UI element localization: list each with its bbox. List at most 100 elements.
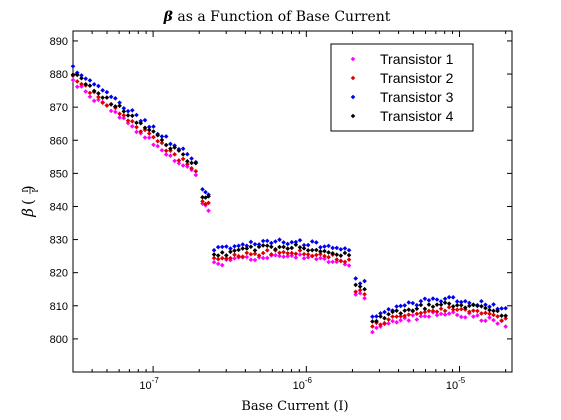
data-point bbox=[281, 249, 286, 255]
data-point bbox=[168, 141, 173, 147]
data-point bbox=[155, 138, 161, 144]
data-point bbox=[357, 287, 363, 293]
data-point bbox=[297, 244, 303, 250]
data-point bbox=[438, 311, 444, 317]
data-point bbox=[386, 311, 391, 317]
data-point bbox=[117, 103, 122, 109]
data-point bbox=[129, 119, 135, 124]
data-point bbox=[96, 83, 101, 89]
data-point bbox=[91, 98, 97, 104]
data-point bbox=[248, 257, 254, 263]
svg-text:β(): β() bbox=[19, 185, 37, 217]
data-point bbox=[402, 303, 408, 308]
data-point bbox=[172, 158, 177, 164]
data-point bbox=[203, 189, 208, 195]
data-point bbox=[70, 77, 76, 83]
data-point bbox=[159, 147, 165, 153]
data-point bbox=[180, 163, 186, 168]
data-point bbox=[159, 137, 165, 143]
data-point bbox=[193, 168, 199, 174]
data-point bbox=[357, 290, 363, 296]
data-point bbox=[240, 254, 246, 259]
data-point bbox=[374, 314, 379, 319]
data-point bbox=[334, 259, 340, 265]
data-point bbox=[454, 302, 460, 308]
data-point bbox=[219, 255, 225, 261]
data-point bbox=[159, 134, 165, 139]
data-point bbox=[289, 250, 295, 256]
data-point bbox=[244, 243, 250, 249]
data-point bbox=[193, 172, 199, 178]
y-tick-label: 890 bbox=[50, 36, 68, 48]
data-point bbox=[163, 134, 169, 139]
legend: Transistor 1 Transistor 2 Transistor 3 Tran… bbox=[330, 43, 474, 132]
data-point bbox=[285, 246, 290, 251]
data-point bbox=[314, 247, 319, 253]
data-point bbox=[398, 317, 403, 323]
data-point bbox=[200, 199, 205, 204]
data-point bbox=[260, 238, 266, 244]
data-point bbox=[491, 317, 496, 323]
data-point bbox=[418, 310, 424, 316]
data-point bbox=[260, 243, 266, 248]
data-point bbox=[467, 309, 472, 315]
data-point bbox=[446, 294, 452, 300]
data-point bbox=[394, 320, 399, 325]
data-point bbox=[414, 302, 420, 308]
series-2 bbox=[70, 73, 508, 329]
data-point bbox=[219, 262, 225, 268]
data-point bbox=[285, 250, 290, 256]
data-point bbox=[475, 303, 480, 309]
data-point bbox=[326, 250, 331, 255]
legend-marker bbox=[350, 113, 356, 119]
data-point bbox=[96, 97, 101, 103]
data-point bbox=[487, 307, 492, 313]
data-point bbox=[96, 94, 101, 100]
legend-label: Transistor 2 bbox=[380, 70, 454, 86]
data-point bbox=[499, 318, 504, 323]
data-point bbox=[370, 329, 375, 335]
data-point bbox=[450, 307, 456, 312]
data-point bbox=[353, 282, 358, 288]
data-point bbox=[206, 208, 211, 214]
data-point bbox=[224, 253, 229, 258]
axis-ticks: 800 810 820 830 840 850 860 870 880 890 10-7 10-6 10… bbox=[50, 31, 512, 392]
data-point bbox=[211, 259, 217, 265]
data-point bbox=[330, 251, 335, 256]
data-point bbox=[215, 244, 221, 250]
data-point bbox=[256, 253, 262, 258]
data-point bbox=[232, 243, 237, 249]
data-point bbox=[326, 259, 331, 265]
data-point bbox=[134, 120, 139, 126]
data-point bbox=[342, 246, 348, 251]
data-point bbox=[442, 296, 448, 302]
data-point bbox=[301, 242, 307, 248]
data-point bbox=[70, 63, 76, 69]
data-point bbox=[108, 108, 114, 114]
data-point bbox=[281, 240, 286, 245]
data-point bbox=[422, 306, 428, 312]
y-tick-label: 860 bbox=[50, 135, 68, 147]
data-point bbox=[394, 304, 399, 309]
data-point bbox=[479, 311, 484, 316]
data-point bbox=[172, 152, 177, 157]
y-tick-label: 830 bbox=[50, 235, 68, 247]
data-point bbox=[471, 314, 476, 319]
legend-label: Transistor 3 bbox=[380, 89, 454, 105]
data-point bbox=[398, 303, 403, 309]
data-point bbox=[189, 160, 194, 166]
data-point bbox=[406, 312, 412, 317]
data-point bbox=[252, 248, 258, 253]
x-axis-label: Base Current (I) bbox=[241, 399, 348, 414]
data-point bbox=[305, 242, 311, 248]
data-point bbox=[83, 89, 89, 94]
data-point bbox=[362, 295, 367, 301]
data-point bbox=[338, 253, 344, 258]
data-point bbox=[87, 83, 93, 88]
data-point bbox=[479, 318, 484, 323]
data-point bbox=[215, 261, 221, 267]
data-point bbox=[273, 246, 278, 252]
data-point bbox=[386, 306, 391, 312]
data-point bbox=[211, 252, 217, 257]
data-point bbox=[79, 75, 84, 81]
